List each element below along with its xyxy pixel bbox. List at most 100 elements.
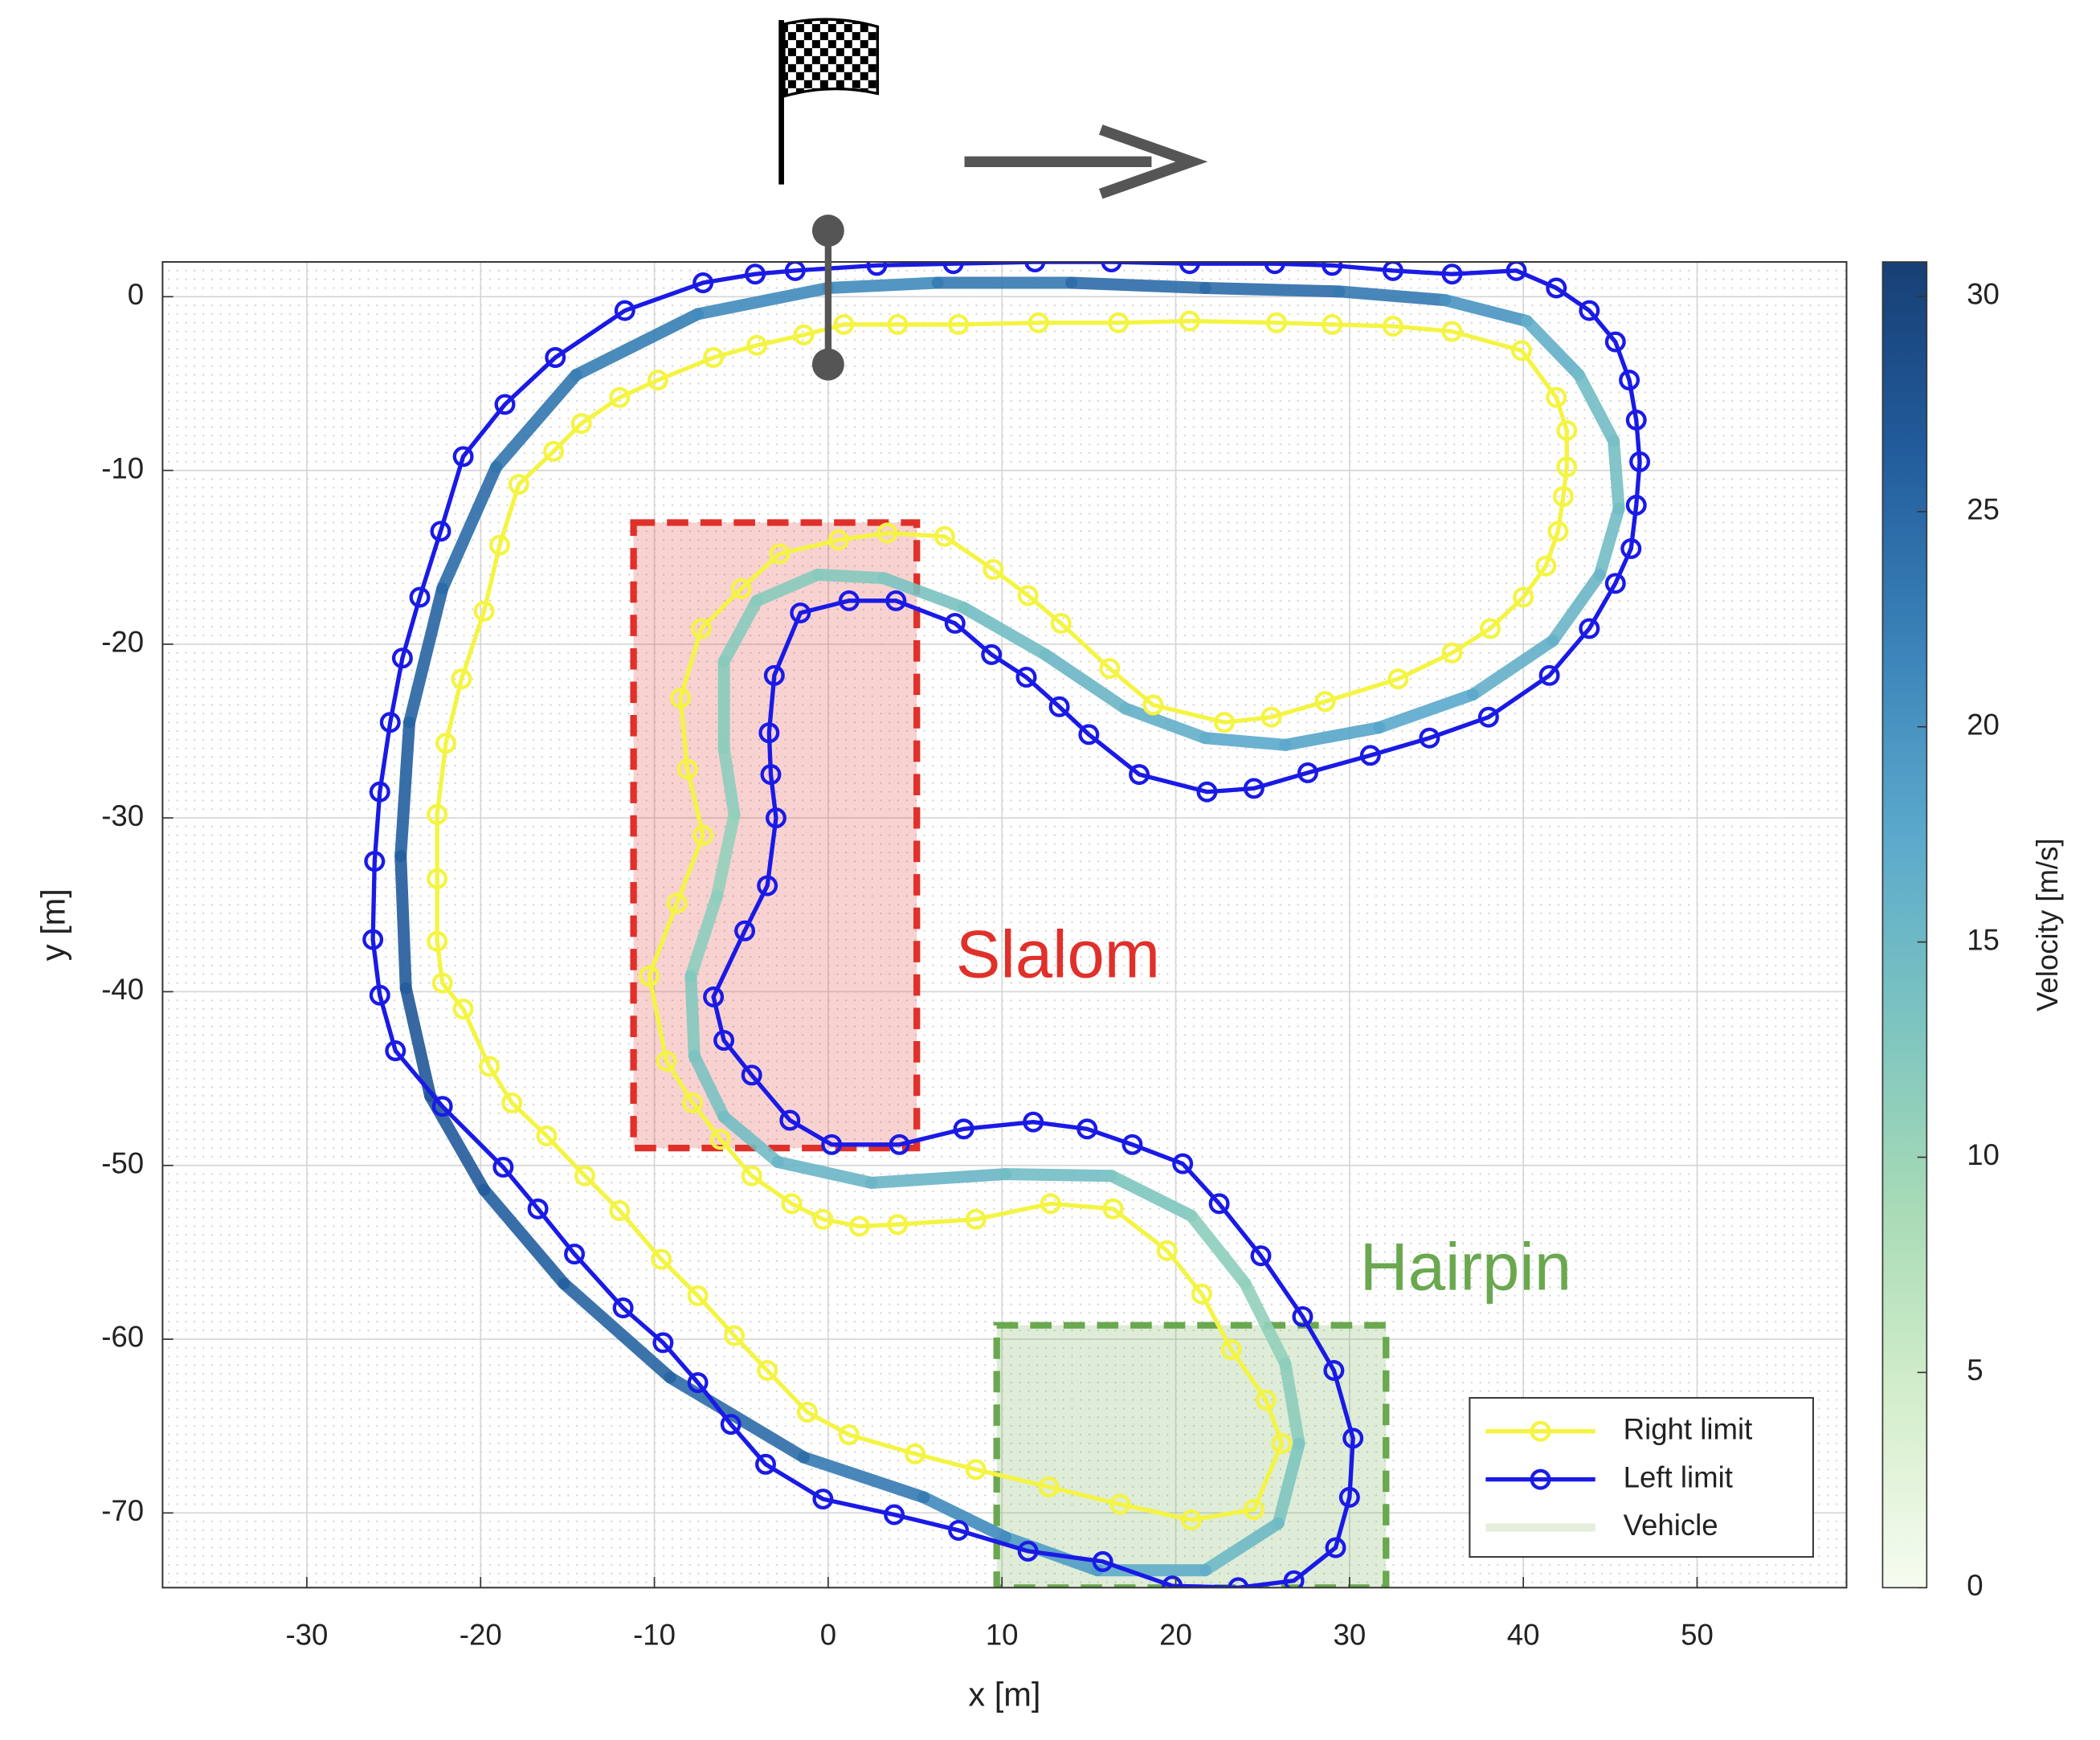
colorbar-tick-label: 15 [1967, 923, 2000, 956]
y-tick-label: -60 [101, 1321, 144, 1354]
limit-marker [1441, 321, 1463, 342]
limit-marker [494, 394, 516, 415]
colorbar [1881, 261, 1928, 1589]
y-tick-label: -70 [101, 1494, 144, 1527]
limit-marker [1048, 696, 1070, 717]
vehicle-path-segment [811, 568, 890, 585]
limit-marker [793, 324, 815, 345]
legend-marker [1530, 1420, 1551, 1442]
vehicle-path-segment [1572, 369, 1620, 447]
vehicle-path-segment [999, 1168, 1117, 1182]
vehicle-path-segment [1199, 1517, 1285, 1577]
limit-marker [713, 1030, 735, 1052]
limit-marker [763, 664, 785, 686]
limit-marker [1017, 1540, 1039, 1562]
limit-marker [953, 1118, 974, 1140]
vehicle-path-segment [1466, 635, 1559, 701]
limit-marker [1208, 1193, 1230, 1215]
limit-marker [758, 722, 780, 744]
limit-marker [612, 1297, 634, 1319]
limit-marker [779, 1109, 801, 1131]
limit-marker [769, 543, 791, 565]
limit-marker [885, 590, 907, 611]
limit-marker [1323, 1360, 1345, 1381]
limit-marker [1092, 1550, 1113, 1572]
limit-marker [379, 712, 401, 733]
limit-marker [1629, 451, 1651, 472]
limit-marker [1264, 262, 1285, 275]
limit-marker [1419, 727, 1440, 749]
limit-marker [1179, 262, 1200, 275]
x-tick-label: 0 [820, 1619, 836, 1652]
limit-marker [409, 586, 431, 608]
x-tick-label: 10 [986, 1619, 1019, 1652]
limit-marker [866, 262, 888, 276]
limit-marker [1546, 386, 1567, 408]
overlay: -30 -20 -10 0 10 20 30 40 50 0 -10 -20 -30 -40 -50 -60 -… [101, 278, 1714, 1652]
limit-marker [508, 473, 529, 495]
colorbar-tick-label: 20 [1967, 708, 2000, 741]
vehicle-path-segment [684, 970, 701, 1062]
vehicle-path-segment [1593, 502, 1625, 581]
limit-marker [1283, 1570, 1305, 1588]
limit-marker [1477, 706, 1499, 728]
limit-marker [1101, 262, 1122, 273]
limit-marker [391, 647, 413, 669]
limit-marker [884, 1504, 905, 1526]
vehicle-path-segment [570, 308, 705, 382]
vehicle-path-segment [1279, 1357, 1305, 1450]
limit-marker [760, 764, 782, 786]
x-tick-label: 40 [1507, 1619, 1540, 1652]
x-tick-label: 20 [1159, 1619, 1192, 1652]
start-line-end [811, 214, 844, 247]
y-tick-label: -30 [101, 799, 144, 832]
limit-marker [1181, 1509, 1202, 1530]
vehicle-path-segment [692, 282, 835, 321]
limit-marker [1271, 1432, 1293, 1454]
limit-marker [431, 972, 453, 994]
limit-marker [1023, 1111, 1044, 1133]
limit-marker [1129, 764, 1150, 786]
limit-marker [435, 733, 456, 754]
limit-marker [693, 824, 714, 846]
limit-marker [1179, 310, 1200, 332]
x-tick-label: 50 [1681, 1619, 1714, 1652]
y-axis-label: y [m] [34, 888, 71, 961]
colorbar-tick-label: 5 [1967, 1354, 1983, 1387]
vehicle-path-segment [1272, 1437, 1305, 1530]
limit-marker [1513, 586, 1534, 608]
limit-marker [790, 602, 811, 623]
limit-marker [1322, 313, 1343, 335]
limit-marker [1556, 456, 1578, 478]
limit-marker [741, 1064, 762, 1086]
limit-marker [827, 529, 849, 551]
vehicle-path-segment [558, 1277, 676, 1384]
limit-marker [545, 347, 566, 368]
limit-marker [1017, 585, 1039, 607]
limit-marker [1538, 664, 1560, 686]
vehicle-path-segment [394, 716, 416, 863]
legend-label: Vehicle [1624, 1509, 1718, 1542]
limit-marker [948, 1519, 970, 1541]
vehicle-path-segment [1185, 1210, 1252, 1290]
vehicle-path-segment [424, 1089, 491, 1196]
limit-marker [1121, 1133, 1143, 1155]
limit-marker [838, 590, 860, 611]
vehicle-path-segment [710, 808, 741, 903]
limit-marker [1297, 762, 1318, 783]
limit-marker [479, 1056, 500, 1077]
limit-marker [745, 263, 766, 285]
vehicle-path-segment [1039, 648, 1132, 715]
legend-marker [1530, 1468, 1551, 1490]
limit-marker [666, 892, 688, 914]
limit-marker [1028, 312, 1049, 333]
vehicle-path-segment [798, 1451, 930, 1504]
limit-marker [609, 386, 631, 408]
colorbar-tick-label: 10 [1967, 1138, 2000, 1171]
limit-marker [527, 1198, 549, 1219]
colorbar-tick-label: 30 [1967, 278, 2000, 311]
start-flag [778, 18, 880, 185]
vehicle-path-segment [958, 601, 1052, 661]
limit-marker [1038, 1476, 1060, 1497]
